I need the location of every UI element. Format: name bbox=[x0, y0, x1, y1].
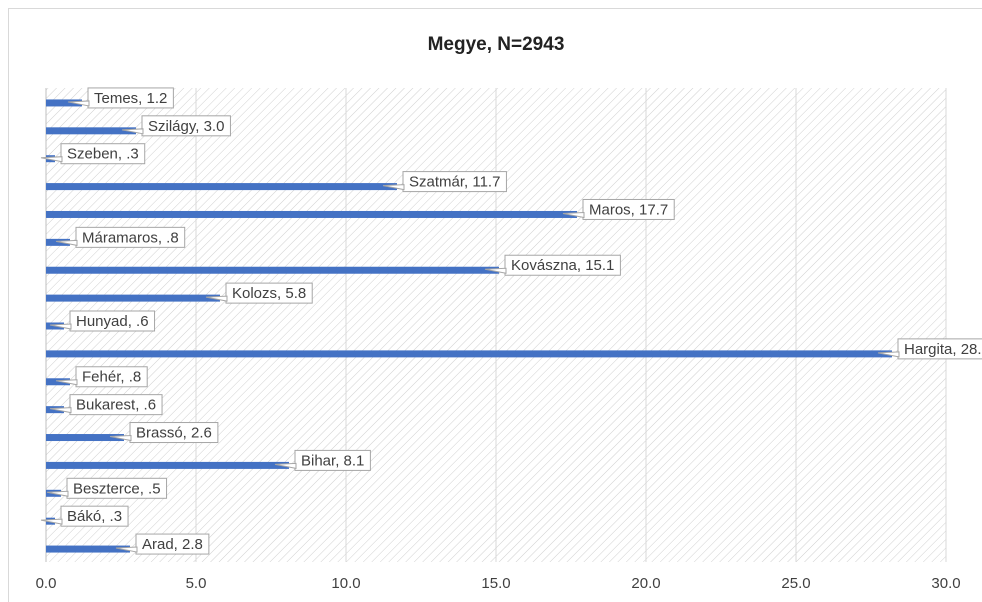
label-box bbox=[582, 198, 675, 220]
data-label: Brassó, 2.6 bbox=[109, 422, 219, 444]
x-tick-label: 5.0 bbox=[186, 575, 207, 592]
label-text: Brassó, 2.6 bbox=[136, 424, 212, 441]
data-label: Máramaros, .8 bbox=[55, 226, 186, 248]
label-box bbox=[402, 171, 507, 193]
label-box bbox=[504, 254, 621, 276]
label-text: Hunyad, .6 bbox=[76, 313, 149, 330]
label-text: Szeben, .3 bbox=[67, 146, 139, 163]
label-leader bbox=[121, 128, 144, 135]
label-box bbox=[69, 310, 156, 332]
bar: Arad bbox=[46, 545, 130, 553]
bar: Temes bbox=[46, 99, 82, 107]
label-text: Maros, 17.7 bbox=[589, 201, 668, 218]
label-leader bbox=[40, 156, 63, 163]
data-label: Hargita, 28.2 bbox=[877, 338, 982, 360]
label-box bbox=[60, 143, 146, 165]
x-tick-label: 30.0 bbox=[931, 575, 960, 592]
label-box bbox=[69, 394, 163, 416]
label-leader bbox=[40, 518, 63, 525]
label-leader bbox=[46, 490, 69, 497]
x-tick-label: 10.0 bbox=[331, 575, 360, 592]
x-tick-label: 0.0 bbox=[36, 575, 57, 592]
label-leader bbox=[205, 295, 228, 302]
label-text: Szilágy, 3.0 bbox=[148, 118, 224, 135]
label-leader bbox=[109, 435, 132, 442]
data-label: Hunyad, .6 bbox=[49, 310, 156, 332]
data-label: Temes, 1.2 bbox=[67, 87, 174, 109]
label-leader bbox=[484, 267, 507, 274]
label-text: Beszterce, .5 bbox=[73, 480, 161, 497]
label-text: Bukarest, .6 bbox=[76, 397, 156, 414]
bar: Kolozs bbox=[46, 294, 220, 302]
data-label: Arad, 2.8 bbox=[115, 533, 210, 555]
label-box bbox=[294, 449, 371, 471]
data-label: Szeben, .3 bbox=[40, 143, 146, 165]
label-box bbox=[897, 338, 982, 360]
label-box bbox=[75, 226, 186, 248]
bar: Szilágy bbox=[46, 127, 136, 135]
label-box bbox=[66, 477, 168, 499]
data-label: Bukarest, .6 bbox=[49, 394, 163, 416]
label-leader bbox=[55, 379, 78, 386]
bar: Fehér bbox=[46, 378, 70, 386]
x-tick-label: 20.0 bbox=[631, 575, 660, 592]
bar: Maros bbox=[46, 210, 577, 218]
label-box bbox=[87, 87, 174, 109]
label-leader bbox=[115, 546, 138, 553]
x-tick-label: 15.0 bbox=[481, 575, 510, 592]
label-box bbox=[135, 533, 210, 555]
label-text: Bihar, 8.1 bbox=[301, 452, 364, 469]
bar: Kovászna bbox=[46, 266, 499, 274]
data-label: Szilágy, 3.0 bbox=[121, 115, 231, 137]
label-text: Máramaros, .8 bbox=[82, 229, 179, 246]
label-leader bbox=[49, 407, 72, 414]
label-box bbox=[225, 282, 313, 304]
label-text: Arad, 2.8 bbox=[142, 536, 203, 553]
bar: Hargita bbox=[46, 350, 892, 358]
chart-title: Megye, N=2943 bbox=[428, 34, 565, 55]
label-box bbox=[129, 422, 219, 444]
bar: Máramaros bbox=[46, 238, 70, 246]
x-tick-label: 25.0 bbox=[781, 575, 810, 592]
label-text: Kolozs, 5.8 bbox=[232, 285, 306, 302]
label-leader bbox=[877, 351, 900, 358]
label-leader bbox=[49, 323, 72, 330]
label-box bbox=[141, 115, 231, 137]
label-leader bbox=[55, 239, 78, 246]
data-label: Maros, 17.7 bbox=[562, 198, 675, 220]
label-leader bbox=[382, 184, 405, 191]
label-text: Fehér, .8 bbox=[82, 369, 141, 386]
data-label: Beszterce, .5 bbox=[46, 477, 168, 499]
label-text: Kovászna, 15.1 bbox=[511, 257, 614, 274]
label-text: Hargita, 28.2 bbox=[904, 341, 982, 358]
data-label: Szatmár, 11.7 bbox=[382, 171, 507, 193]
label-box bbox=[75, 366, 148, 388]
bar: Brassó bbox=[46, 434, 124, 442]
data-label: Fehér, .8 bbox=[55, 366, 148, 388]
data-label: Kovászna, 15.1 bbox=[484, 254, 621, 276]
data-label: Kolozs, 5.8 bbox=[205, 282, 313, 304]
label-box bbox=[60, 505, 129, 527]
label-text: Szatmár, 11.7 bbox=[409, 174, 500, 191]
label-text: Bákó, .3 bbox=[67, 508, 122, 525]
data-label: Bihar, 8.1 bbox=[274, 449, 371, 471]
label-leader bbox=[67, 100, 90, 107]
label-text: Temes, 1.2 bbox=[94, 90, 167, 107]
bar: Bihar bbox=[46, 461, 289, 469]
label-leader bbox=[274, 462, 297, 470]
data-label: Bákó, .3 bbox=[40, 505, 129, 527]
label-leader bbox=[562, 211, 585, 219]
bar: Szatmár bbox=[46, 183, 397, 191]
